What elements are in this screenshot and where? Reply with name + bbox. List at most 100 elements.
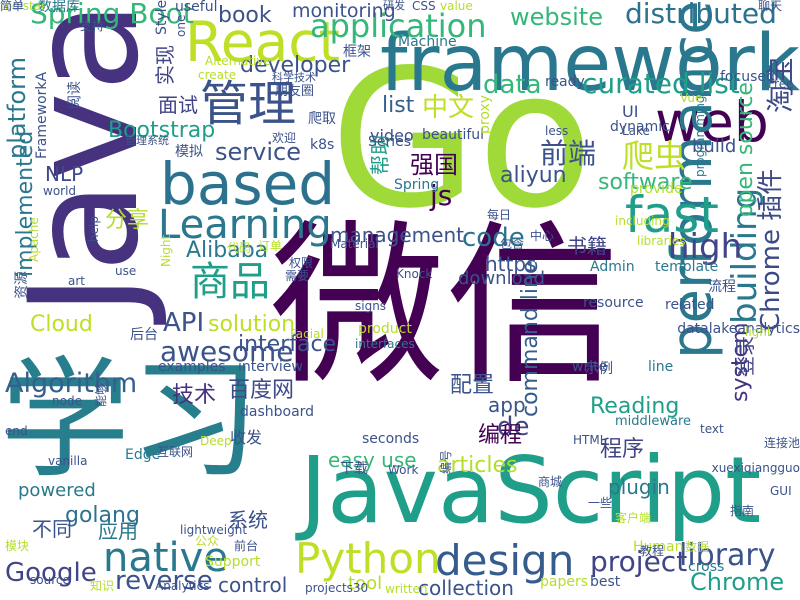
word-spring: Spring: [394, 177, 440, 193]
word-written: written: [385, 582, 428, 596]
word-create: create: [198, 68, 237, 82]
word-powered: powered: [18, 480, 96, 501]
word-cjk-37: 中文: [422, 93, 475, 123]
word-papers: papers: [540, 574, 589, 590]
word-cjk-122: 数据库: [38, 0, 80, 15]
word-beautiful: beautiful: [422, 127, 485, 143]
word-app: app: [488, 393, 526, 417]
word-golang: golang: [65, 503, 140, 528]
word-python: Python: [295, 534, 441, 583]
word-use: use: [115, 264, 137, 278]
word-reverse: reverse: [115, 566, 213, 596]
word-material: Material: [330, 237, 379, 251]
word-dashboard: dashboard: [240, 404, 315, 420]
word-projects30: projects30: [305, 581, 369, 595]
word-cjk-177: 商城: [538, 475, 563, 489]
word-world: world: [43, 184, 77, 198]
word-cjk-120: 阅读: [67, 81, 83, 109]
word-toolstar: toolstar: [0, 0, 46, 13]
word-js: js: [430, 179, 453, 212]
word-interfaces: interfaces: [355, 337, 415, 351]
word-cross: cross: [688, 559, 725, 575]
word-data: data: [483, 70, 542, 100]
word-cjk-101: 后台: [130, 327, 158, 343]
word-free: Free: [768, 77, 794, 91]
word-bootstrap: Bootstrap: [108, 118, 216, 143]
word-cjk-200: 简单: [0, 0, 25, 13]
word-lightweight: lightweight: [180, 523, 248, 537]
word-tool: tool: [348, 573, 383, 594]
word-cjk-127: 框架: [343, 44, 371, 60]
word-cjk-142: 每日: [487, 208, 512, 222]
word-cjk-167: 公众: [195, 534, 220, 548]
word-analytics: Analytics: [155, 579, 210, 593]
word-book: book: [218, 3, 272, 28]
word-algorithm: Algorithm: [5, 368, 138, 399]
word-xuexiqiangguo: xuexiqiangguo: [711, 461, 800, 475]
word-cjk-197: 科学技术: [272, 71, 316, 84]
word-google: Google: [5, 558, 97, 588]
word-help: help: [87, 216, 101, 242]
word-build: build: [692, 136, 737, 157]
word-datalakeanalytics: datalakeanalytics: [677, 321, 800, 337]
word-developer: developer: [240, 53, 351, 78]
word-collection: collection: [418, 576, 514, 600]
word-product: product: [358, 321, 412, 337]
word-cjk-161: 能够: [94, 382, 108, 407]
word-write: write: [572, 359, 608, 375]
word-style: Style: [154, 0, 170, 36]
word-cjk-190: 聊天: [758, 0, 783, 13]
word-nlp: NLP: [45, 162, 84, 186]
word-end: end: [5, 424, 28, 438]
word-cjk-195: 支持: [80, 19, 105, 33]
word-middleware: middleware: [615, 414, 692, 429]
word-vanilla: vanilla: [48, 454, 88, 468]
word-framework: framework: [379, 19, 800, 109]
word-easy-use: easy use: [328, 448, 417, 472]
word-cjk-181: 教程: [640, 544, 665, 558]
word-gui: GUI: [770, 484, 792, 498]
word-night: Night: [159, 234, 173, 267]
word-frameworka: FrameworkA: [34, 71, 50, 159]
word-cjk-64: 百度网: [228, 378, 295, 403]
word-command-line: command line: [518, 260, 543, 417]
word-api: API: [163, 308, 205, 338]
word-ready: ready: [545, 74, 585, 90]
word-provide: provide: [630, 181, 683, 197]
word-edge: Edge: [125, 447, 161, 463]
word-cjk-107: 下载: [340, 461, 368, 477]
word-dynamic: dynamic: [610, 119, 670, 135]
word-cjk-1: 微信: [270, 206, 620, 409]
word-go: Go: [330, 29, 594, 250]
word-management: management: [330, 223, 464, 247]
word-series: Series: [368, 134, 412, 150]
word-deep: Deep: [200, 434, 232, 448]
word-https: https: [485, 252, 537, 276]
word-line: line: [648, 359, 674, 375]
word-chrome: Chrome 插件: [756, 168, 786, 331]
word-cjk-169: 模块: [5, 539, 30, 553]
word-monitoring: monitoring: [292, 0, 396, 22]
word-cjk-56: 实现: [153, 45, 177, 85]
word-cjk-84: 书籍: [567, 234, 607, 258]
word-cjk-165: 互联网: [157, 445, 194, 459]
word-source: source: [30, 573, 70, 587]
word-including: including: [615, 214, 670, 228]
word-one: one: [174, 14, 188, 37]
word-cjk-57: 面试: [158, 93, 198, 117]
word-application: application: [310, 7, 487, 45]
word-cjk-176: 编号: [439, 449, 453, 474]
word-programming: programming: [693, 95, 707, 177]
word-cjk-196: 欢迎: [272, 131, 297, 145]
word-cjk-28: 前端: [540, 137, 597, 170]
word-cjk-58: 分享: [105, 208, 150, 233]
word-template: template: [655, 259, 719, 275]
word-cloud: Cloud: [30, 312, 93, 337]
word-cjk-70: 配置: [450, 373, 495, 398]
word-plugin: plugin: [608, 475, 670, 499]
word-vue: Vue: [680, 91, 703, 105]
word-css: CSS: [412, 0, 436, 13]
word-art: art: [68, 274, 85, 288]
word-resource: resource: [583, 295, 644, 311]
